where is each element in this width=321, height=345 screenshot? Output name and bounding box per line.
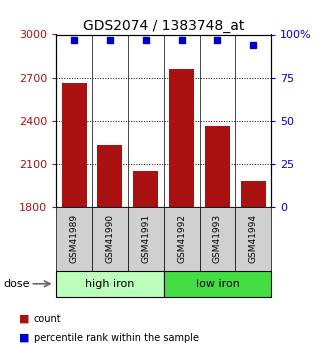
Bar bbox=[241, 181, 266, 207]
Text: percentile rank within the sample: percentile rank within the sample bbox=[34, 333, 199, 343]
Text: high iron: high iron bbox=[85, 279, 134, 289]
Bar bbox=[97, 145, 123, 207]
Text: GSM41991: GSM41991 bbox=[141, 214, 150, 264]
Bar bbox=[169, 69, 194, 207]
Text: GSM41994: GSM41994 bbox=[249, 214, 258, 264]
Text: GSM41993: GSM41993 bbox=[213, 214, 222, 264]
Bar bbox=[205, 127, 230, 207]
Bar bbox=[133, 171, 158, 207]
Text: dose: dose bbox=[3, 279, 30, 289]
Text: GSM41990: GSM41990 bbox=[105, 214, 115, 264]
Bar bbox=[62, 83, 87, 207]
Text: GSM41989: GSM41989 bbox=[70, 214, 79, 264]
Text: ■: ■ bbox=[19, 333, 30, 343]
Title: GDS2074 / 1383748_at: GDS2074 / 1383748_at bbox=[83, 19, 244, 33]
Text: count: count bbox=[34, 314, 61, 324]
Text: low iron: low iron bbox=[195, 279, 239, 289]
Text: GSM41992: GSM41992 bbox=[177, 214, 186, 264]
Text: ■: ■ bbox=[19, 314, 30, 324]
